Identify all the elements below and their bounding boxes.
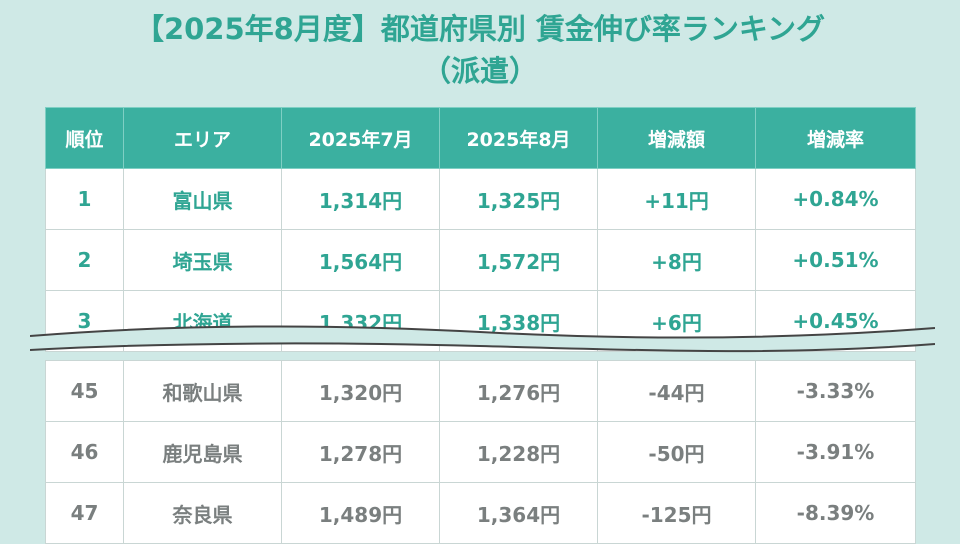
august-cell: 1,364円	[439, 482, 598, 544]
july-cell: 1,278円	[281, 421, 440, 483]
area-cell: 埼玉県	[123, 229, 282, 291]
july-cell: 1,320円	[281, 360, 440, 422]
title-sub: （派遣）	[421, 54, 538, 88]
july-cell: 1,314円	[281, 168, 440, 230]
header-area: エリア	[123, 107, 282, 169]
header-change-rate: 増減率	[755, 107, 916, 169]
title-main: 【2025年8月度】都道府県別 賃金伸び率ランキング	[134, 12, 826, 46]
rank-cell: 46	[45, 421, 124, 483]
change-amount-cell: -50円	[597, 421, 756, 483]
area-cell: 鹿児島県	[123, 421, 282, 483]
august-cell: 1,325円	[439, 168, 598, 230]
change-amount-cell: -44円	[597, 360, 756, 422]
header-july: 2025年7月	[281, 107, 440, 169]
header-rank: 順位	[45, 107, 124, 169]
rank-cell: 1	[45, 168, 124, 230]
table-row: 45 和歌山県 1,320円 1,276円 -44円 -3.33%	[45, 360, 916, 422]
page-title: 【2025年8月度】都道府県別 賃金伸び率ランキング （派遣）	[0, 8, 960, 92]
change-amount-cell: -125円	[597, 482, 756, 544]
rank-cell: 2	[45, 229, 124, 291]
august-cell: 1,276円	[439, 360, 598, 422]
table-row: 1 富山県 1,314円 1,325円 +11円 +0.84%	[45, 168, 916, 230]
header-change-amount: 増減額	[597, 107, 756, 169]
change-rate-cell: +0.51%	[755, 229, 916, 291]
change-amount-cell: +11円	[597, 168, 756, 230]
table-row: 47 奈良県 1,489円 1,364円 -125円 -8.39%	[45, 482, 916, 544]
rank-cell: 45	[45, 360, 124, 422]
change-amount-cell: +8円	[597, 229, 756, 291]
row-gap	[45, 351, 916, 361]
change-rate-cell: +0.84%	[755, 168, 916, 230]
header-august: 2025年8月	[439, 107, 598, 169]
area-cell: 和歌山県	[123, 360, 282, 422]
table-header-row: 順位 エリア 2025年7月 2025年8月 増減額 増減率	[45, 107, 916, 169]
change-rate-cell: -3.33%	[755, 360, 916, 422]
table-break-divider	[30, 325, 935, 353]
area-cell: 富山県	[123, 168, 282, 230]
august-cell: 1,228円	[439, 421, 598, 483]
july-cell: 1,489円	[281, 482, 440, 544]
table-row: 2 埼玉県 1,564円 1,572円 +8円 +0.51%	[45, 229, 916, 291]
july-cell: 1,564円	[281, 229, 440, 291]
table-row: 46 鹿児島県 1,278円 1,228円 -50円 -3.91%	[45, 421, 916, 483]
area-cell: 奈良県	[123, 482, 282, 544]
rank-cell: 47	[45, 482, 124, 544]
change-rate-cell: -3.91%	[755, 421, 916, 483]
august-cell: 1,572円	[439, 229, 598, 291]
change-rate-cell: -8.39%	[755, 482, 916, 544]
